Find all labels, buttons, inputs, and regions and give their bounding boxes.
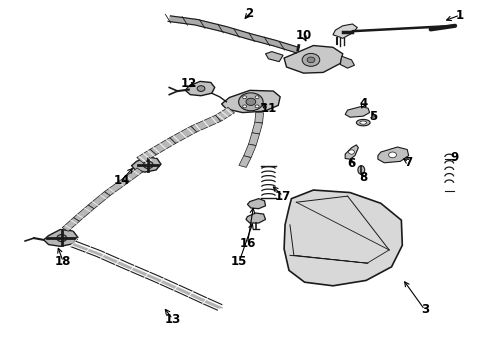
Circle shape (246, 98, 256, 105)
Circle shape (389, 152, 396, 158)
Circle shape (57, 234, 67, 242)
Polygon shape (345, 145, 358, 159)
Polygon shape (345, 107, 369, 117)
Text: 13: 13 (165, 312, 181, 326)
Polygon shape (246, 213, 266, 223)
Circle shape (348, 150, 354, 154)
Circle shape (144, 161, 153, 168)
Ellipse shape (360, 121, 367, 124)
Text: 4: 4 (359, 98, 368, 111)
Text: 7: 7 (405, 156, 413, 168)
Ellipse shape (358, 166, 365, 174)
Text: 2: 2 (245, 8, 253, 21)
Text: 5: 5 (369, 110, 377, 123)
Text: 6: 6 (347, 157, 356, 170)
Polygon shape (248, 133, 260, 145)
Polygon shape (170, 126, 196, 143)
Circle shape (197, 86, 205, 91)
Text: 8: 8 (359, 171, 368, 184)
Polygon shape (104, 179, 128, 196)
Text: 17: 17 (275, 190, 291, 203)
Polygon shape (215, 107, 235, 121)
Ellipse shape (356, 120, 370, 126)
Polygon shape (378, 147, 409, 163)
Text: 16: 16 (239, 237, 256, 250)
Polygon shape (88, 192, 110, 209)
Circle shape (243, 105, 246, 108)
Polygon shape (62, 218, 79, 231)
Text: 10: 10 (295, 29, 312, 42)
Circle shape (302, 53, 320, 66)
Text: 1: 1 (456, 9, 464, 22)
Polygon shape (255, 112, 264, 123)
Text: 14: 14 (114, 174, 130, 186)
Polygon shape (44, 229, 78, 246)
Polygon shape (239, 156, 251, 167)
Polygon shape (221, 90, 280, 113)
Text: 12: 12 (181, 77, 197, 90)
Polygon shape (244, 144, 256, 158)
Circle shape (307, 57, 315, 63)
Polygon shape (284, 190, 402, 286)
Polygon shape (266, 51, 283, 62)
Text: 11: 11 (260, 103, 276, 116)
Polygon shape (185, 81, 215, 96)
Text: 3: 3 (421, 303, 429, 316)
Circle shape (255, 105, 259, 108)
Text: 9: 9 (450, 151, 458, 164)
Text: 18: 18 (55, 255, 72, 268)
Polygon shape (74, 205, 94, 221)
Polygon shape (150, 138, 176, 155)
Polygon shape (333, 24, 357, 39)
Polygon shape (252, 122, 263, 134)
Circle shape (243, 96, 246, 99)
Polygon shape (132, 157, 161, 172)
Circle shape (255, 96, 259, 99)
Polygon shape (122, 168, 143, 183)
Polygon shape (137, 149, 156, 163)
Polygon shape (191, 115, 220, 132)
Polygon shape (284, 45, 343, 73)
Polygon shape (247, 199, 266, 209)
Circle shape (239, 93, 263, 111)
Text: 15: 15 (231, 255, 247, 268)
Polygon shape (340, 56, 354, 68)
